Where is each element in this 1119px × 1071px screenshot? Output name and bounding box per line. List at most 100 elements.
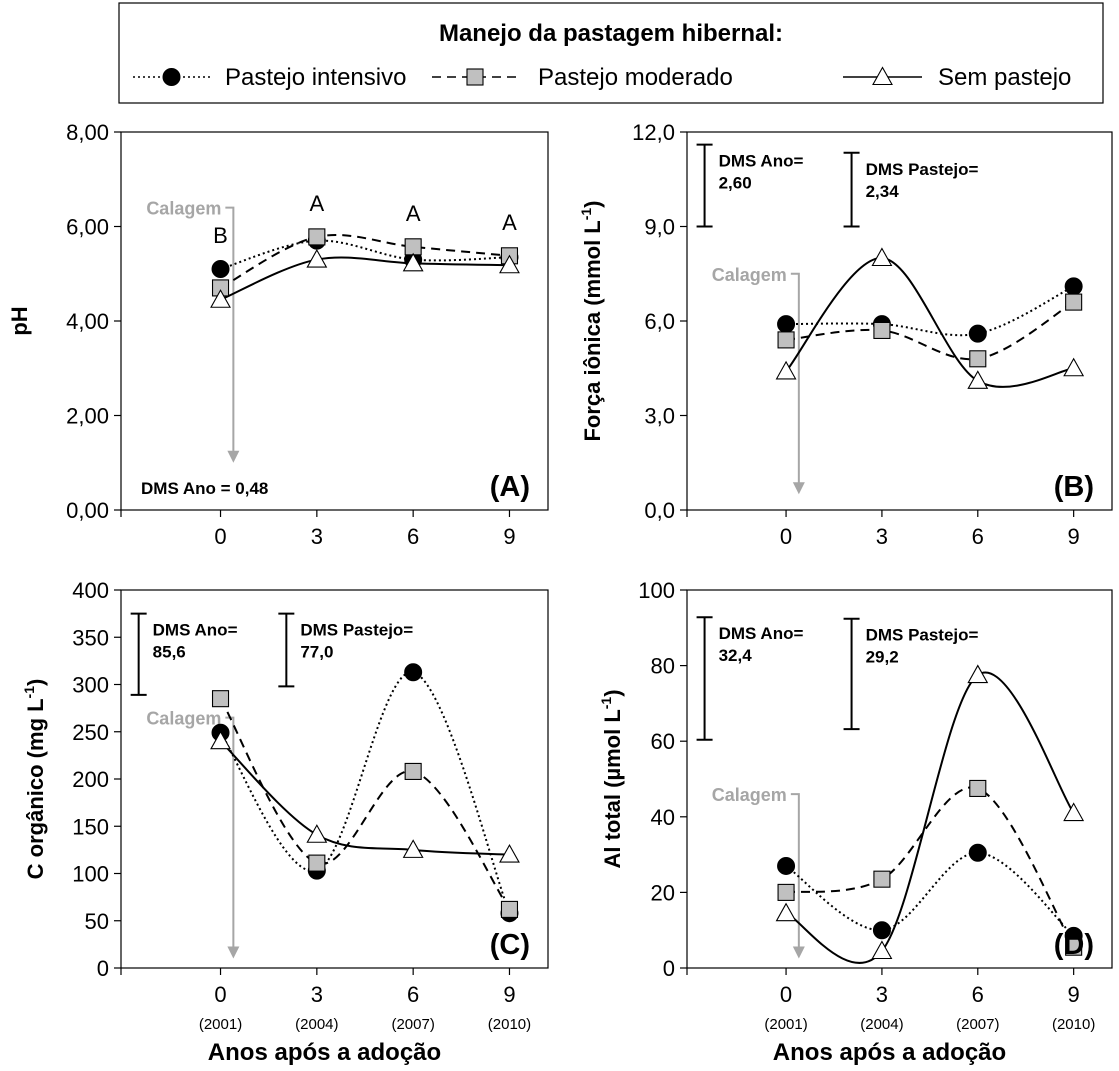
significance-letter: A (309, 191, 324, 216)
y-axis-label-text: pH (7, 306, 32, 335)
legend-label: Sem pastejo (938, 64, 1071, 91)
x-tick-label: 3 (311, 982, 323, 1007)
y-tick-label: 0,00 (66, 498, 109, 523)
y-axis-label-suffix: ) (23, 679, 48, 686)
dms-annotations: DMS Ano= 2,60 DMS Pastejo= 2,34 (696, 143, 979, 228)
dms-bar-pastejo: DMS Pastejo= 2,34 (843, 151, 979, 228)
calagem-arrowhead (227, 946, 240, 959)
data-point-triangle (210, 289, 231, 308)
dms-label: DMS Pastejo= (300, 621, 413, 640)
data-point-triangle (306, 824, 328, 843)
legend-title: Manejo da pastagem hibernal: (439, 20, 783, 47)
data-point-triangle (306, 248, 328, 268)
panel-label: (B) (1054, 471, 1094, 503)
data-point-square (873, 321, 891, 340)
data-point-square (1065, 938, 1083, 956)
y-axis-label-suffix: ) (580, 200, 605, 207)
data-point-square (500, 900, 519, 918)
x-tick-year-label: (2004) (860, 1016, 903, 1033)
y-tick-label: 6,0 (644, 309, 675, 334)
x-axis-label: Anos após a adoção (773, 1039, 1006, 1066)
y-tick-label: 250 (72, 720, 109, 745)
dms-label: DMS Pastejo= (866, 160, 979, 179)
y-tick-label: 4,00 (66, 309, 109, 334)
y-axis-label-text: Al total (µmol L (600, 709, 625, 868)
x-tick-label: 3 (876, 524, 888, 549)
y-axis-label-text: Força iônica (mmol L (580, 220, 605, 441)
x-axis-label: Anos após a adoção (208, 1039, 441, 1066)
series-line (785, 256, 1074, 388)
legend: Manejo da pastagem hibernal: Pastejo int… (118, 2, 1104, 104)
dms-annotations: DMS Ano= 32,4 DMS Pastejo= 29,2 (696, 616, 979, 741)
calagem-arrowhead (792, 946, 805, 959)
x-tick-label: 3 (876, 982, 888, 1007)
chart-panel-d: 0 20 40 60 80 100 0 (2001) 3 (2004) 6 (2007) 9 (2010)… (598, 578, 1113, 1066)
legend-marker-square (466, 68, 484, 86)
data-point-square (404, 762, 422, 780)
data-point-triangle (871, 940, 893, 960)
legend-marker-circle (162, 68, 181, 86)
x-tick-label: 3 (311, 524, 323, 549)
data-point-square (308, 228, 326, 246)
y-axis-label-superscript: -1 (21, 686, 37, 699)
legend-label: Pastejo intensivo (225, 64, 406, 91)
y-axis-label: C orgânico (mg L-1) (21, 679, 48, 880)
y-tick-label: 6,00 (66, 215, 109, 240)
data-point-circle (872, 921, 891, 940)
dms-label: DMS Ano= (153, 621, 238, 640)
x-tick-label: 6 (972, 524, 984, 549)
data-point-square (777, 331, 795, 349)
series-markers (210, 228, 520, 308)
data-point-square (969, 350, 987, 368)
calagem-annotation: Calagem (146, 199, 240, 463)
series-markers (775, 664, 1085, 960)
y-tick-label: 80 (651, 654, 675, 679)
series-line (786, 285, 1075, 337)
data-point-triangle (499, 843, 520, 863)
series-markers (210, 663, 520, 923)
y-tick-label: 300 (72, 673, 109, 698)
calagem-annotation: Calagem (146, 709, 240, 959)
y-tick-label: 100 (638, 578, 675, 603)
calagem-label: Calagem (712, 785, 787, 805)
plot-frame (120, 131, 549, 511)
series-line (219, 671, 511, 914)
y-tick-label: 350 (72, 625, 109, 650)
series-line (220, 233, 510, 289)
y-axis-label-text: C orgânico (mg L (23, 698, 48, 879)
y-tick-label: 8,00 (66, 120, 109, 145)
y-tick-label: 2,00 (66, 404, 109, 429)
x-tick-label: 0 (214, 982, 226, 1007)
chart-panel-b: 0,0 3,0 6,0 9,0 12,0 0 3 6 9 Força iônica (mmol L… (578, 120, 1113, 549)
data-point-circle (777, 856, 796, 875)
y-axis-label-suffix: ) (600, 689, 625, 696)
calagem-label: Calagem (146, 199, 221, 219)
panel-label: (A) (490, 471, 530, 503)
dms-bar-ano: DMS Ano= 32,4 (696, 616, 803, 741)
legend-item: Pastejo moderado (432, 64, 733, 91)
x-tick-label: 9 (503, 982, 515, 1007)
dms-bar-pastejo: DMS Pastejo= 77,0 (278, 612, 413, 688)
data-point-square (308, 854, 326, 872)
y-tick-label: 100 (72, 862, 109, 887)
y-axis-label-superscript: -1 (598, 697, 614, 710)
x-tick-label: 0 (214, 524, 226, 549)
data-point-circle (211, 260, 230, 279)
chart-panel-c: 0 50 100 150 200 250 300 350 400 0 (2001) 3 (2004) 6 (… (21, 578, 549, 1066)
calagem-arrowhead (792, 482, 805, 495)
series-line (219, 740, 510, 856)
y-tick-label: 200 (72, 767, 109, 792)
series-line (785, 851, 1075, 937)
dms-label: 85,6 (153, 643, 186, 662)
data-point-triangle (1063, 802, 1085, 822)
legend-items: Pastejo intensivo Pastejo moderado Sem pas… (133, 64, 1071, 91)
dms-label: 32,4 (719, 646, 753, 665)
series-line (785, 301, 1075, 361)
x-tick-year-label: (2001) (764, 1016, 807, 1033)
data-point-triangle (967, 664, 989, 684)
legend-box (118, 2, 1104, 104)
calagem-line (225, 206, 235, 453)
